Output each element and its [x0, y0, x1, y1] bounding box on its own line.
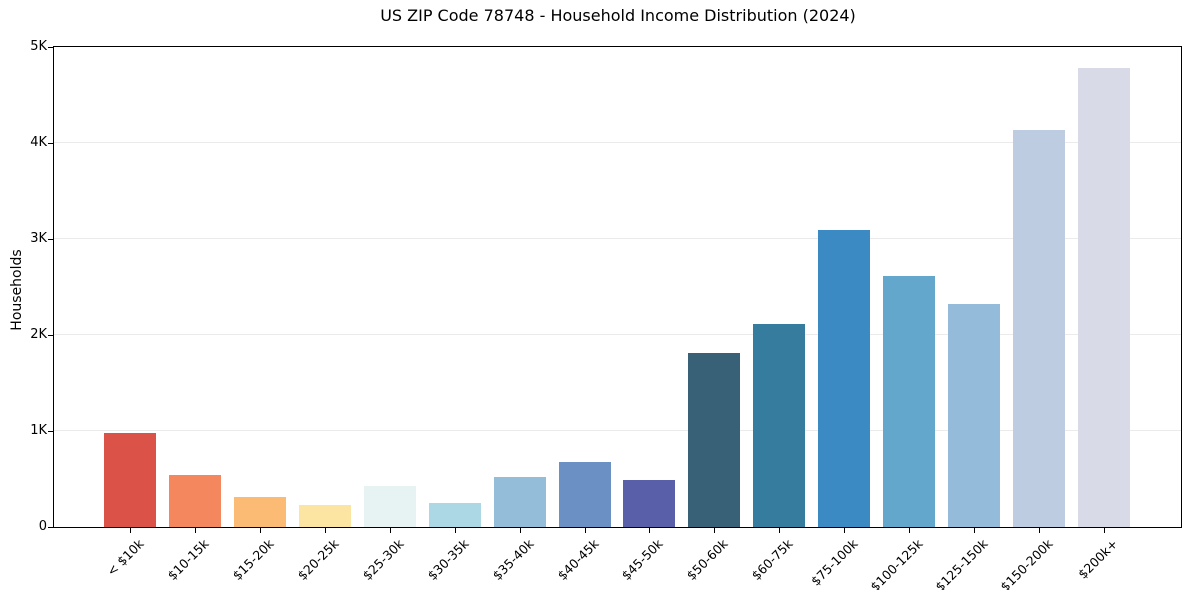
y-tick-mark	[48, 47, 53, 48]
bar-$15-20k	[233, 497, 286, 527]
x-tick-mark	[1103, 528, 1105, 533]
gridline	[54, 430, 1181, 431]
bar-$25-30k	[363, 486, 416, 527]
bar-$125-150k	[948, 304, 1001, 527]
plot-area	[53, 46, 1182, 528]
y-axis-label: Households	[9, 249, 25, 331]
bar-$10-15k	[168, 475, 221, 527]
bar-$40-45k	[558, 462, 611, 527]
y-tick-mark	[48, 335, 53, 336]
x-tick-mark	[714, 528, 716, 533]
y-tick-mark	[48, 431, 53, 432]
x-tick-mark	[909, 528, 911, 533]
x-tick-mark	[1039, 528, 1041, 533]
bar-$60-75k	[753, 324, 806, 527]
bar-$200k+	[1077, 68, 1130, 527]
y-tick-label: 4K	[30, 135, 47, 150]
bar-$45-50k	[623, 479, 676, 527]
y-tick-mark	[48, 143, 53, 144]
bar-$20-25k	[298, 505, 351, 527]
x-tick-mark	[649, 528, 651, 533]
bar-$50-60k	[688, 353, 741, 527]
y-tick-label: 5K	[30, 39, 47, 54]
gridline	[54, 238, 1181, 239]
x-tick-label: < $10k	[103, 536, 147, 579]
y-tick-label: 1K	[30, 423, 47, 438]
gridline	[54, 334, 1181, 335]
x-tick-mark	[974, 528, 976, 533]
gridline	[54, 142, 1181, 143]
x-tick-mark	[130, 528, 131, 533]
x-tick-mark	[844, 528, 846, 533]
x-tick-mark	[389, 528, 391, 533]
x-tick-mark	[519, 528, 521, 533]
bar-$150-200k	[1013, 129, 1066, 527]
y-tick-label: 2K	[30, 327, 47, 342]
bar-$100-125k	[883, 276, 936, 527]
y-tick-mark	[48, 239, 53, 240]
bar-$35-40k	[493, 477, 546, 527]
x-tick-mark	[259, 528, 261, 533]
y-tick-mark	[48, 527, 53, 528]
y-tick-label: 3K	[30, 231, 47, 246]
x-tick-mark	[324, 528, 326, 533]
y-tick-label: 0	[38, 519, 47, 534]
bar-< $10k	[104, 433, 156, 527]
bar-$75-100k	[818, 230, 871, 527]
x-tick-mark	[779, 528, 781, 533]
x-tick-mark	[194, 528, 196, 533]
x-tick-mark	[584, 528, 586, 533]
chart-title: US ZIP Code 78748 - Household Income Dis…	[380, 6, 856, 25]
bar-$30-35k	[428, 503, 481, 527]
x-tick-mark	[454, 528, 456, 533]
